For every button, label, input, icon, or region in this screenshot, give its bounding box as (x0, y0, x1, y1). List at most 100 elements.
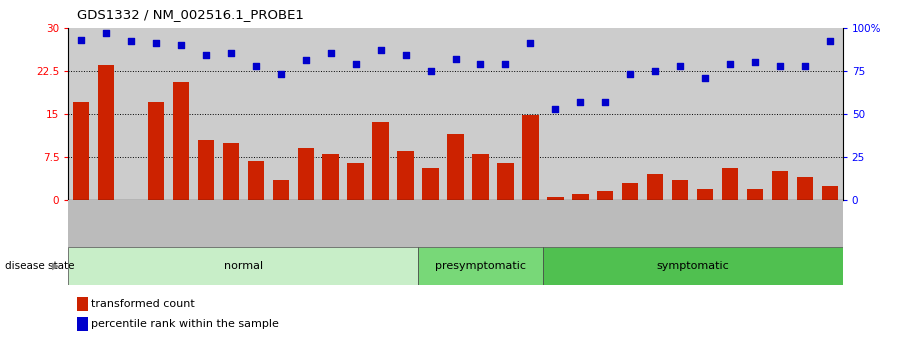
Bar (318, 28, 343, 200)
Text: symptomatic: symptomatic (657, 261, 729, 270)
Point (723, 61, 738, 67)
Bar (347, 163, 363, 200)
Point (548, 106, 563, 111)
Bar (522, 115, 538, 200)
Point (623, 71, 638, 77)
Bar (443, 28, 468, 200)
Point (98, 30, 113, 36)
Bar (272, 180, 289, 200)
Bar (198, 140, 214, 200)
Point (648, 68, 662, 73)
Bar (518, 28, 543, 200)
Text: presymptomatic: presymptomatic (435, 261, 526, 270)
Point (498, 61, 513, 67)
Bar (697, 189, 713, 200)
Text: ▶: ▶ (52, 261, 59, 270)
Bar (93, 28, 118, 200)
Point (148, 40, 163, 46)
Bar (397, 151, 414, 200)
Point (374, 47, 388, 53)
Point (573, 99, 588, 105)
Bar (548, 197, 564, 200)
Bar (718, 28, 742, 200)
Bar (219, 28, 243, 200)
Bar (598, 191, 613, 200)
Bar (468, 28, 493, 200)
Bar (248, 161, 264, 200)
Text: normal: normal (223, 261, 262, 270)
Bar (797, 177, 814, 200)
Bar (722, 168, 739, 200)
Bar (822, 186, 838, 200)
Bar (169, 28, 193, 200)
Point (698, 75, 712, 80)
Point (273, 71, 288, 77)
Bar (368, 28, 393, 200)
Bar (473, 154, 488, 200)
Bar (818, 28, 843, 200)
Bar (68, 247, 418, 285)
Bar (572, 194, 589, 200)
Bar (418, 247, 543, 285)
Bar (643, 28, 668, 200)
Bar (747, 189, 763, 200)
Bar (543, 28, 568, 200)
Bar (773, 171, 788, 200)
Bar (668, 28, 692, 200)
Point (298, 58, 312, 63)
Bar (447, 134, 464, 200)
Bar (568, 28, 593, 200)
Point (773, 63, 787, 68)
Bar (418, 28, 443, 200)
Bar (148, 102, 164, 200)
Bar (647, 174, 663, 200)
Point (173, 42, 188, 48)
Text: GDS1332 / NM_002516.1_PROBE1: GDS1332 / NM_002516.1_PROBE1 (77, 8, 304, 21)
Bar (768, 28, 793, 200)
Text: disease state: disease state (5, 261, 74, 270)
Bar (393, 28, 418, 200)
Point (249, 63, 263, 68)
Bar (672, 180, 689, 200)
Point (523, 40, 537, 46)
Text: transformed count: transformed count (91, 299, 195, 308)
Point (124, 39, 138, 44)
Bar (543, 247, 843, 285)
Bar (593, 28, 618, 200)
Bar (268, 28, 293, 200)
Bar (68, 28, 93, 200)
Bar (742, 28, 768, 200)
Bar (793, 28, 818, 200)
Bar (143, 28, 169, 200)
Bar (293, 28, 318, 200)
Point (199, 52, 213, 58)
Bar (222, 142, 239, 200)
Bar (322, 154, 339, 200)
Text: percentile rank within the sample: percentile rank within the sample (91, 319, 279, 329)
Point (798, 63, 813, 68)
Bar (243, 28, 268, 200)
Bar (493, 28, 518, 200)
Bar (298, 148, 313, 200)
Point (448, 56, 463, 61)
Point (74, 37, 88, 42)
Bar (172, 82, 189, 200)
Bar (622, 183, 639, 200)
Point (223, 51, 238, 56)
Point (323, 51, 338, 56)
Point (673, 63, 688, 68)
Bar (618, 28, 643, 200)
Bar (692, 28, 718, 200)
Point (398, 52, 413, 58)
Bar (73, 102, 89, 200)
Point (473, 61, 487, 67)
Bar (373, 122, 389, 200)
Bar (497, 163, 514, 200)
Bar (97, 65, 114, 200)
Point (348, 61, 363, 67)
Bar (423, 168, 438, 200)
Bar (193, 28, 219, 200)
Point (424, 68, 438, 73)
Point (748, 59, 763, 65)
Bar (118, 28, 143, 200)
